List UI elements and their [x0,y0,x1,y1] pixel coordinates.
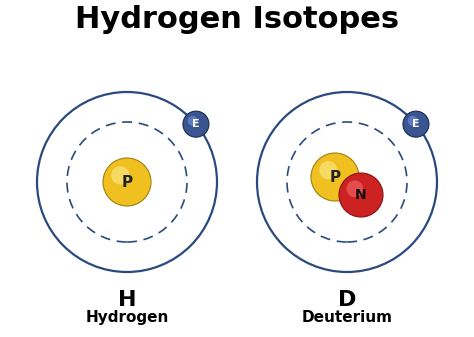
Text: H: H [118,290,136,310]
Text: N: N [355,188,367,202]
Circle shape [188,116,198,126]
Text: Hydrogen: Hydrogen [85,310,169,325]
Circle shape [311,153,359,201]
Text: D: D [338,290,356,310]
Circle shape [403,111,429,137]
Circle shape [339,173,383,217]
Text: E: E [412,119,420,129]
Text: Hydrogen Isotopes: Hydrogen Isotopes [75,4,399,33]
Text: P: P [121,175,133,189]
Circle shape [183,111,209,137]
Circle shape [346,181,363,197]
Circle shape [111,166,129,184]
Text: P: P [329,170,340,184]
Text: Deuterium: Deuterium [301,310,392,325]
Circle shape [408,116,418,126]
Circle shape [319,161,337,179]
Circle shape [103,158,151,206]
Text: E: E [192,119,200,129]
